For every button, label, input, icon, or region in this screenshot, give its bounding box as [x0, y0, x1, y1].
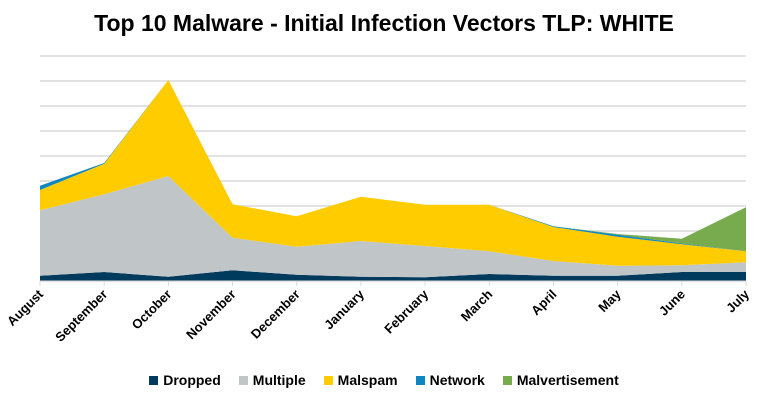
legend-swatch [238, 375, 248, 385]
area-malspam [40, 80, 746, 266]
x-tick-label: November [183, 287, 239, 343]
legend-label: Dropped [163, 372, 221, 388]
legend-swatch [323, 375, 333, 385]
x-tick-label: December [248, 287, 303, 342]
area-multiple [40, 176, 746, 278]
x-tick-label: May [595, 286, 624, 315]
legend-item-network: Network [415, 372, 485, 388]
legend-label: Malspam [337, 372, 398, 388]
legend: Dropped Multiple Malspam Network Malvertisem… [0, 372, 768, 388]
legend-item-multiple: Multiple [238, 372, 306, 388]
x-tick-label: February [381, 286, 431, 336]
legend-item-dropped: Dropped [149, 372, 221, 388]
legend-item-malspam: Malspam [323, 372, 398, 388]
legend-label: Malvertisement [516, 372, 619, 388]
x-tick-label: March [458, 286, 496, 324]
x-tick-label: August [4, 286, 47, 329]
x-tick-label: January [321, 286, 367, 332]
legend-label: Multiple [252, 372, 306, 388]
x-tick-label: April [528, 287, 560, 319]
legend-swatch [149, 375, 159, 385]
x-tick-label: October [129, 287, 175, 333]
x-tick-label: September [52, 287, 110, 345]
legend-swatch [415, 375, 425, 385]
legend-swatch [502, 375, 512, 385]
x-tick-label: July [723, 286, 753, 316]
legend-label: Network [429, 372, 485, 388]
x-tick-label: June [656, 287, 688, 319]
area-dropped [40, 270, 746, 281]
legend-item-malvertisement: Malvertisement [502, 372, 619, 388]
chart-title: Top 10 Malware - Initial Infection Vecto… [94, 10, 674, 36]
